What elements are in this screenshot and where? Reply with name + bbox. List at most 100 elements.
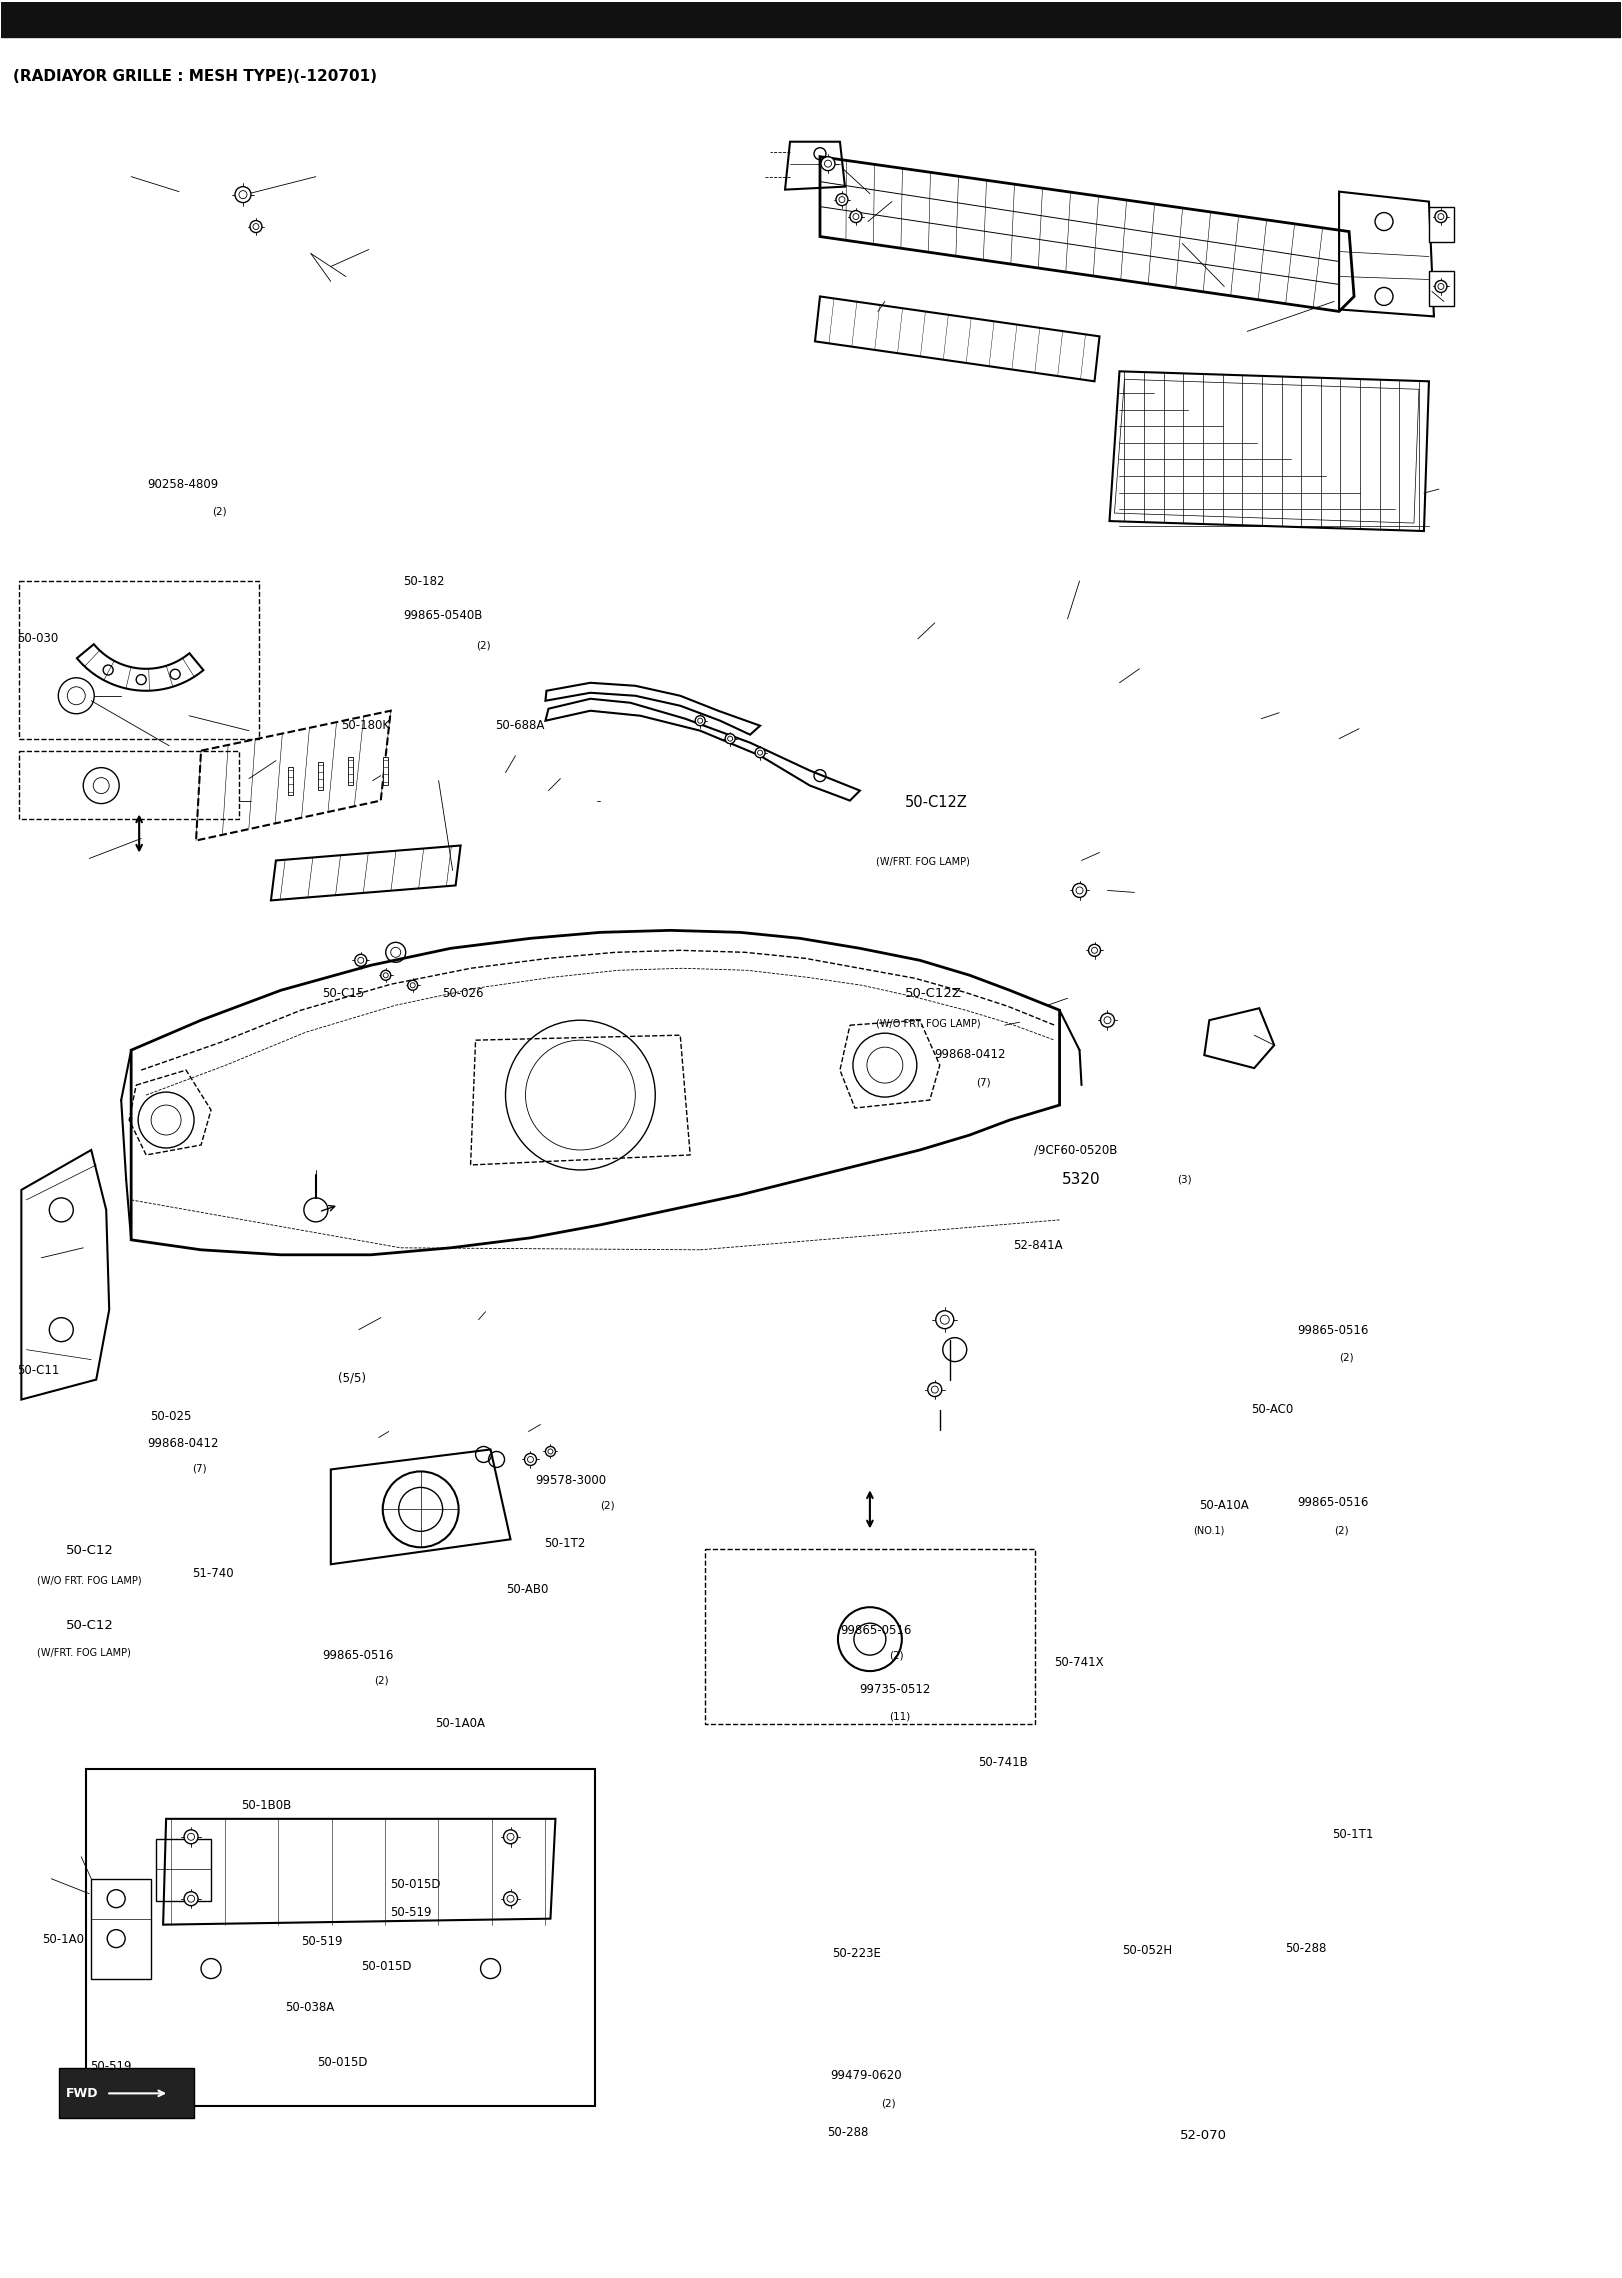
- Text: 50-052H: 50-052H: [1122, 1945, 1173, 1957]
- Text: 50-C12Z: 50-C12Z: [905, 795, 968, 811]
- Text: (2): (2): [889, 1649, 903, 1661]
- Bar: [19, 752, 238, 818]
- Text: 50-C15: 50-C15: [323, 986, 365, 1000]
- Circle shape: [821, 157, 835, 171]
- Circle shape: [235, 187, 251, 203]
- Text: 99868-0412: 99868-0412: [148, 1437, 219, 1451]
- Text: 50-015D: 50-015D: [318, 2055, 368, 2068]
- Text: 99865-0516: 99865-0516: [1296, 1324, 1367, 1337]
- Bar: [318, 761, 323, 790]
- Text: 50-519: 50-519: [302, 1936, 342, 1948]
- Circle shape: [725, 734, 735, 743]
- Circle shape: [508, 1834, 514, 1841]
- Text: 50-025: 50-025: [151, 1410, 191, 1424]
- Text: 50-288: 50-288: [827, 2125, 868, 2139]
- Text: 99865-0516: 99865-0516: [1296, 1497, 1367, 1510]
- Text: (RADIAYOR GRILLE : MESH TYPE)(-120701): (RADIAYOR GRILLE : MESH TYPE)(-120701): [13, 68, 378, 84]
- Text: 50-182: 50-182: [402, 576, 444, 588]
- Text: 50-1B0B: 50-1B0B: [242, 1800, 292, 1811]
- Circle shape: [928, 1383, 942, 1396]
- Text: (11): (11): [889, 1711, 910, 1722]
- Text: FWD: FWD: [67, 2087, 99, 2100]
- Bar: [156, 1838, 211, 1900]
- Text: (W/FRT. FOG LAMP): (W/FRT. FOG LAMP): [876, 857, 970, 866]
- Circle shape: [383, 973, 388, 977]
- Circle shape: [355, 954, 367, 966]
- Text: 50-026: 50-026: [441, 986, 483, 1000]
- Bar: [706, 1549, 1035, 1724]
- Text: 50-A10A: 50-A10A: [1200, 1499, 1249, 1513]
- Circle shape: [253, 223, 260, 230]
- Text: 50-015D: 50-015D: [360, 1961, 412, 1973]
- Text: 50-1A0: 50-1A0: [42, 1934, 84, 1945]
- Text: 5320: 5320: [1062, 1173, 1101, 1187]
- Bar: [19, 581, 260, 738]
- Bar: [349, 756, 354, 784]
- Text: 50-1T2: 50-1T2: [543, 1538, 586, 1551]
- Text: 52-070: 52-070: [1181, 2128, 1228, 2141]
- Circle shape: [931, 1385, 938, 1394]
- Circle shape: [1100, 1014, 1114, 1027]
- Circle shape: [188, 1834, 195, 1841]
- Bar: [1429, 207, 1453, 241]
- Text: 50-180K: 50-180K: [341, 718, 391, 731]
- Circle shape: [188, 1895, 195, 1902]
- Circle shape: [548, 1449, 553, 1453]
- Circle shape: [391, 948, 401, 957]
- Text: (W/FRT. FOG LAMP): (W/FRT. FOG LAMP): [37, 1647, 131, 1658]
- Text: 50-C12Z: 50-C12Z: [905, 986, 962, 1000]
- Text: (2): (2): [212, 506, 227, 517]
- Text: 99865-0516: 99865-0516: [323, 1649, 394, 1661]
- Text: 51-740: 51-740: [193, 1567, 234, 1581]
- Text: 50-288: 50-288: [1285, 1943, 1327, 1955]
- Text: (NO.1): (NO.1): [1194, 1526, 1225, 1535]
- Text: 50-AC0: 50-AC0: [1252, 1403, 1294, 1417]
- Circle shape: [503, 1829, 517, 1843]
- Text: 50-030: 50-030: [18, 633, 58, 645]
- Circle shape: [527, 1456, 534, 1462]
- Text: 52-841A: 52-841A: [1014, 1239, 1062, 1253]
- Text: (2): (2): [881, 2098, 895, 2107]
- Circle shape: [381, 970, 391, 980]
- Text: (2): (2): [475, 640, 490, 652]
- Circle shape: [941, 1314, 949, 1324]
- Circle shape: [1435, 210, 1447, 223]
- Circle shape: [92, 777, 109, 793]
- Circle shape: [1439, 214, 1444, 219]
- Text: 50-1T1: 50-1T1: [1332, 1829, 1374, 1841]
- Text: 50-AB0: 50-AB0: [506, 1583, 548, 1597]
- Circle shape: [407, 980, 418, 991]
- Text: (2): (2): [1333, 1526, 1348, 1535]
- Circle shape: [508, 1895, 514, 1902]
- Text: /9CF60-0520B: /9CF60-0520B: [1035, 1144, 1118, 1157]
- Circle shape: [410, 982, 415, 989]
- Circle shape: [238, 191, 247, 198]
- Circle shape: [697, 718, 702, 722]
- Circle shape: [1075, 886, 1083, 893]
- Circle shape: [524, 1453, 537, 1465]
- Text: (2): (2): [1338, 1353, 1353, 1362]
- Text: 99865-0540B: 99865-0540B: [402, 611, 482, 622]
- Circle shape: [1072, 884, 1087, 898]
- Text: 99868-0412: 99868-0412: [934, 1048, 1006, 1062]
- Circle shape: [183, 1891, 198, 1907]
- Text: (7): (7): [976, 1077, 991, 1087]
- Circle shape: [1092, 948, 1098, 952]
- Bar: [1429, 271, 1453, 308]
- Bar: [383, 756, 388, 784]
- Text: 50-741X: 50-741X: [1054, 1656, 1103, 1667]
- Circle shape: [250, 221, 261, 232]
- Text: 99865-0516: 99865-0516: [840, 1624, 912, 1636]
- Circle shape: [839, 196, 845, 203]
- Circle shape: [824, 159, 832, 166]
- Text: 50-741B: 50-741B: [978, 1756, 1027, 1768]
- Circle shape: [757, 749, 762, 756]
- Text: 50-C12: 50-C12: [67, 1544, 114, 1558]
- Text: (5/5): (5/5): [339, 1371, 367, 1385]
- Circle shape: [696, 715, 706, 727]
- Circle shape: [853, 214, 860, 219]
- Bar: [2, 2, 1620, 36]
- Circle shape: [1088, 945, 1100, 957]
- Bar: [289, 768, 294, 795]
- Text: 50-519: 50-519: [389, 1907, 431, 1918]
